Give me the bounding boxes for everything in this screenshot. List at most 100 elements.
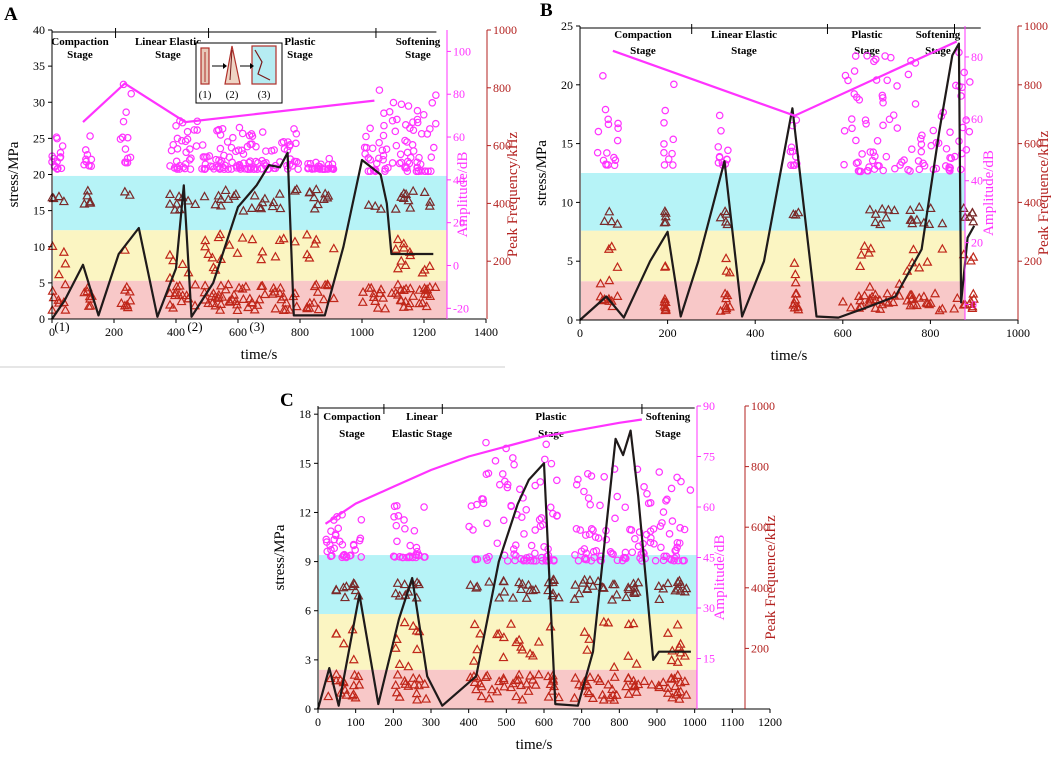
freq-point — [654, 594, 665, 604]
amplitude-point — [388, 116, 397, 125]
freq-point — [390, 588, 401, 598]
amplitude-point — [510, 460, 518, 469]
freq-point — [793, 207, 804, 217]
freq-point — [889, 205, 900, 215]
y-tick-label: 15 — [299, 456, 311, 470]
amplitude-point — [603, 149, 611, 157]
freq-point — [514, 669, 525, 679]
freq-point — [164, 299, 176, 309]
freq-point — [523, 579, 534, 589]
freq-tick-label: 1000 — [751, 399, 775, 413]
amplitude-point — [862, 119, 870, 128]
freq-point — [486, 684, 497, 694]
freq-point — [249, 304, 260, 314]
freq-point — [631, 658, 642, 668]
freq-point — [721, 265, 732, 275]
freq-point — [309, 203, 320, 213]
freq-point — [675, 585, 686, 595]
freq-point — [309, 238, 320, 248]
amplitude-point — [642, 530, 651, 539]
amp-tick-label: 60 — [703, 500, 715, 514]
amplitude-point — [640, 483, 648, 491]
amplitude-point — [873, 161, 882, 170]
freq-point — [845, 302, 857, 312]
freq-point — [674, 693, 685, 703]
amplitude-point — [542, 440, 551, 449]
freq-point — [398, 188, 409, 198]
freq-point — [304, 252, 315, 262]
stage-label: Stage — [655, 428, 681, 440]
amplitude-point — [517, 513, 526, 521]
amplitude-point — [590, 553, 598, 562]
freq-point — [421, 693, 432, 703]
freq-point — [238, 293, 249, 303]
freq-point — [220, 284, 231, 294]
amplitude-point — [81, 146, 90, 154]
amplitude-point — [946, 128, 954, 136]
freq-point — [210, 300, 221, 310]
amplitude-point — [870, 57, 878, 66]
freq-point — [357, 296, 368, 306]
freq-point — [169, 204, 180, 214]
amplitude-point — [304, 159, 312, 168]
y-tick-label: 40 — [33, 23, 45, 37]
amplitude-point — [252, 157, 260, 166]
amplitude-point — [662, 497, 670, 505]
freq-point — [190, 279, 201, 289]
freq-tick-label: 800 — [493, 81, 511, 95]
amplitude-point — [169, 140, 178, 149]
amplitude-point — [391, 127, 400, 136]
freq-point — [60, 304, 71, 314]
freq-point — [348, 654, 359, 664]
freq-point — [527, 650, 538, 660]
amp-tick-label: 90 — [703, 399, 715, 413]
freq-point — [949, 303, 960, 313]
x-tick-label: 600 — [834, 326, 852, 340]
amplitude-point — [660, 140, 668, 148]
amplitude-point — [621, 503, 630, 512]
freq-point — [203, 248, 214, 259]
amplitude-point — [351, 546, 359, 554]
y-tick-label: 0 — [567, 313, 573, 327]
amplitude-point — [957, 92, 965, 100]
y-tick-label: 12 — [299, 505, 311, 519]
amplitude-point — [397, 158, 406, 167]
freq-point — [390, 642, 401, 652]
amplitude-point — [873, 136, 882, 145]
amp-tick-label: 80 — [453, 87, 465, 101]
amplitude-point — [406, 124, 414, 132]
amplitude-point — [572, 480, 581, 489]
amplitude-point — [413, 106, 422, 115]
freq-point — [404, 246, 415, 256]
freq-point — [553, 592, 564, 602]
amplitude-point — [172, 121, 180, 130]
amplitude-envelope-line — [612, 40, 958, 117]
amplitude-point — [660, 552, 668, 561]
amplitude-point — [672, 552, 681, 561]
amplitude-point — [413, 158, 421, 167]
freq-point — [232, 304, 243, 315]
freq-point — [304, 186, 315, 196]
amplitude-point — [482, 438, 490, 447]
amplitude-point — [522, 505, 531, 514]
freq-point — [232, 247, 243, 257]
freq-point — [425, 196, 436, 206]
amplitude-point — [392, 521, 401, 530]
sample-2-photo — [224, 45, 241, 85]
freq-point — [667, 645, 678, 655]
freq-point — [639, 675, 650, 685]
amplitude-point — [408, 140, 417, 149]
amplitude-point — [531, 549, 539, 558]
stage-label: Stage — [854, 45, 880, 57]
freq-point — [533, 636, 544, 646]
amplitude-point — [181, 137, 190, 146]
freq-point — [498, 575, 509, 585]
freq-point — [363, 282, 374, 292]
amp-tick-label: 20 — [453, 216, 465, 230]
freq-point — [722, 290, 733, 300]
amplitude-point — [614, 124, 622, 133]
stage-label: Stage — [731, 45, 757, 57]
freq-point — [405, 202, 416, 212]
frequency-axis-label: Peak Frequency/kHz — [505, 131, 521, 257]
freq-point — [409, 679, 420, 689]
